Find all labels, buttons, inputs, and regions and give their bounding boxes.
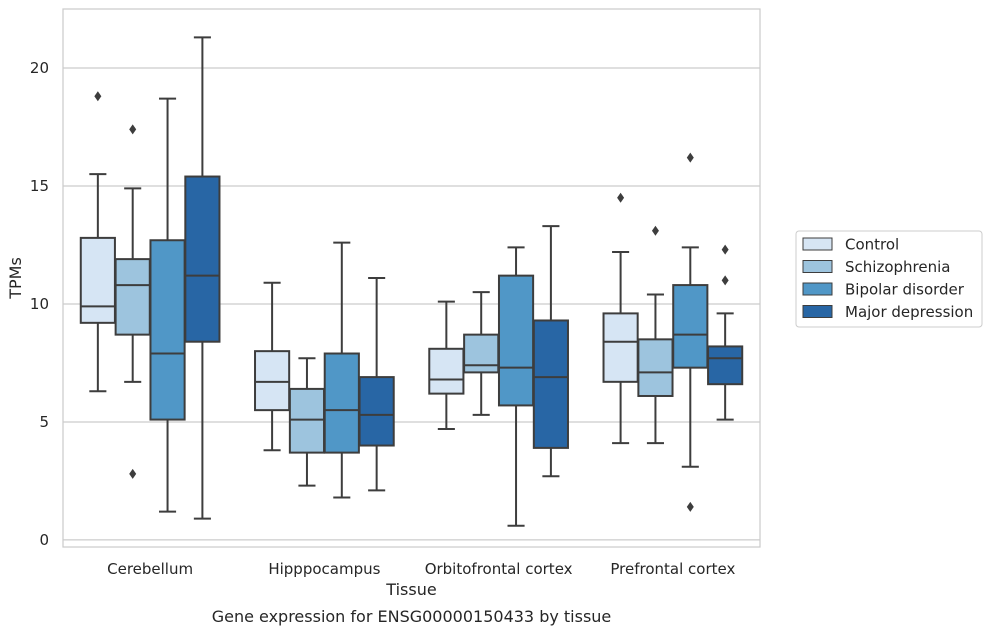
legend-swatch xyxy=(802,237,833,251)
x-tick-label: Cerebellum xyxy=(107,560,193,578)
x-axis-title: Tissue xyxy=(385,580,436,599)
outlier-point xyxy=(129,468,137,479)
outlier-point xyxy=(651,225,659,236)
x-tick-label: Orbitofrontal cortex xyxy=(425,560,573,578)
legend-swatch xyxy=(802,282,833,296)
legend-frame xyxy=(795,230,983,328)
iqr-box xyxy=(602,312,639,383)
box-bipolar-disorder xyxy=(672,152,709,512)
outlier-point xyxy=(129,124,137,135)
iqr-box xyxy=(323,352,360,454)
iqr-box xyxy=(149,239,186,421)
iqr-box xyxy=(184,175,221,343)
iqr-box xyxy=(254,350,291,412)
legend-label: Schizophrenia xyxy=(845,258,950,276)
iqr-box xyxy=(79,236,116,324)
x-tick-labels: Cerebellum Hipppocampus Orbitofrontal cort… xyxy=(107,560,735,578)
legend-label: Bipolar disorder xyxy=(845,281,965,299)
y-tick-label: 0 xyxy=(39,531,49,549)
box-control xyxy=(79,91,116,393)
legend-swatch xyxy=(802,305,833,318)
iqr-box xyxy=(358,376,395,447)
outlier-point xyxy=(721,244,729,255)
iqr-box xyxy=(114,258,151,336)
legend-label: Major depression xyxy=(845,303,973,321)
box-schizophrenia xyxy=(114,124,151,479)
y-axis-title: TPMs xyxy=(6,257,25,300)
legend-swatch xyxy=(802,260,833,273)
iqr-box xyxy=(463,333,500,374)
legend: Control Schizophrenia Bipolar disorder Majo… xyxy=(795,230,983,328)
outlier-point xyxy=(686,501,694,512)
box-bipolar-disorder xyxy=(149,97,186,513)
outlier-point xyxy=(686,152,694,163)
box-major-depression xyxy=(707,244,744,421)
iqr-box xyxy=(288,387,326,454)
box-major-depression xyxy=(358,277,395,492)
iqr-box xyxy=(497,274,535,407)
box-major-depression xyxy=(532,225,569,478)
box-bipolar-disorder xyxy=(323,241,360,499)
box-bipolar-disorder xyxy=(497,246,535,527)
outlier-point xyxy=(617,192,625,203)
x-tick-label: Hipppocampus xyxy=(268,560,380,578)
iqr-box xyxy=(707,345,744,386)
iqr-box xyxy=(532,319,569,449)
iqr-box xyxy=(672,284,709,369)
y-tick-label: 10 xyxy=(30,295,49,313)
figure-caption: Gene expression for ENSG00000150433 by t… xyxy=(212,607,612,626)
plot-frame xyxy=(62,8,761,548)
outlier-point xyxy=(721,275,729,286)
iqr-box xyxy=(637,338,674,397)
iqr-box xyxy=(428,347,465,395)
box-control xyxy=(254,281,291,452)
y-tick-labels: 0 5 10 15 20 xyxy=(30,59,49,549)
box-control xyxy=(428,300,465,431)
legend-label: Control xyxy=(845,236,899,254)
y-tick-label: 20 xyxy=(30,59,49,77)
x-tick-label: Prefrontal cortex xyxy=(610,560,735,578)
boxes-layer xyxy=(79,36,744,527)
outlier-point xyxy=(94,91,102,102)
y-tick-label: 5 xyxy=(39,413,49,431)
box-schizophrenia xyxy=(288,357,326,487)
box-major-depression xyxy=(184,36,221,520)
y-tick-label: 15 xyxy=(30,177,49,195)
